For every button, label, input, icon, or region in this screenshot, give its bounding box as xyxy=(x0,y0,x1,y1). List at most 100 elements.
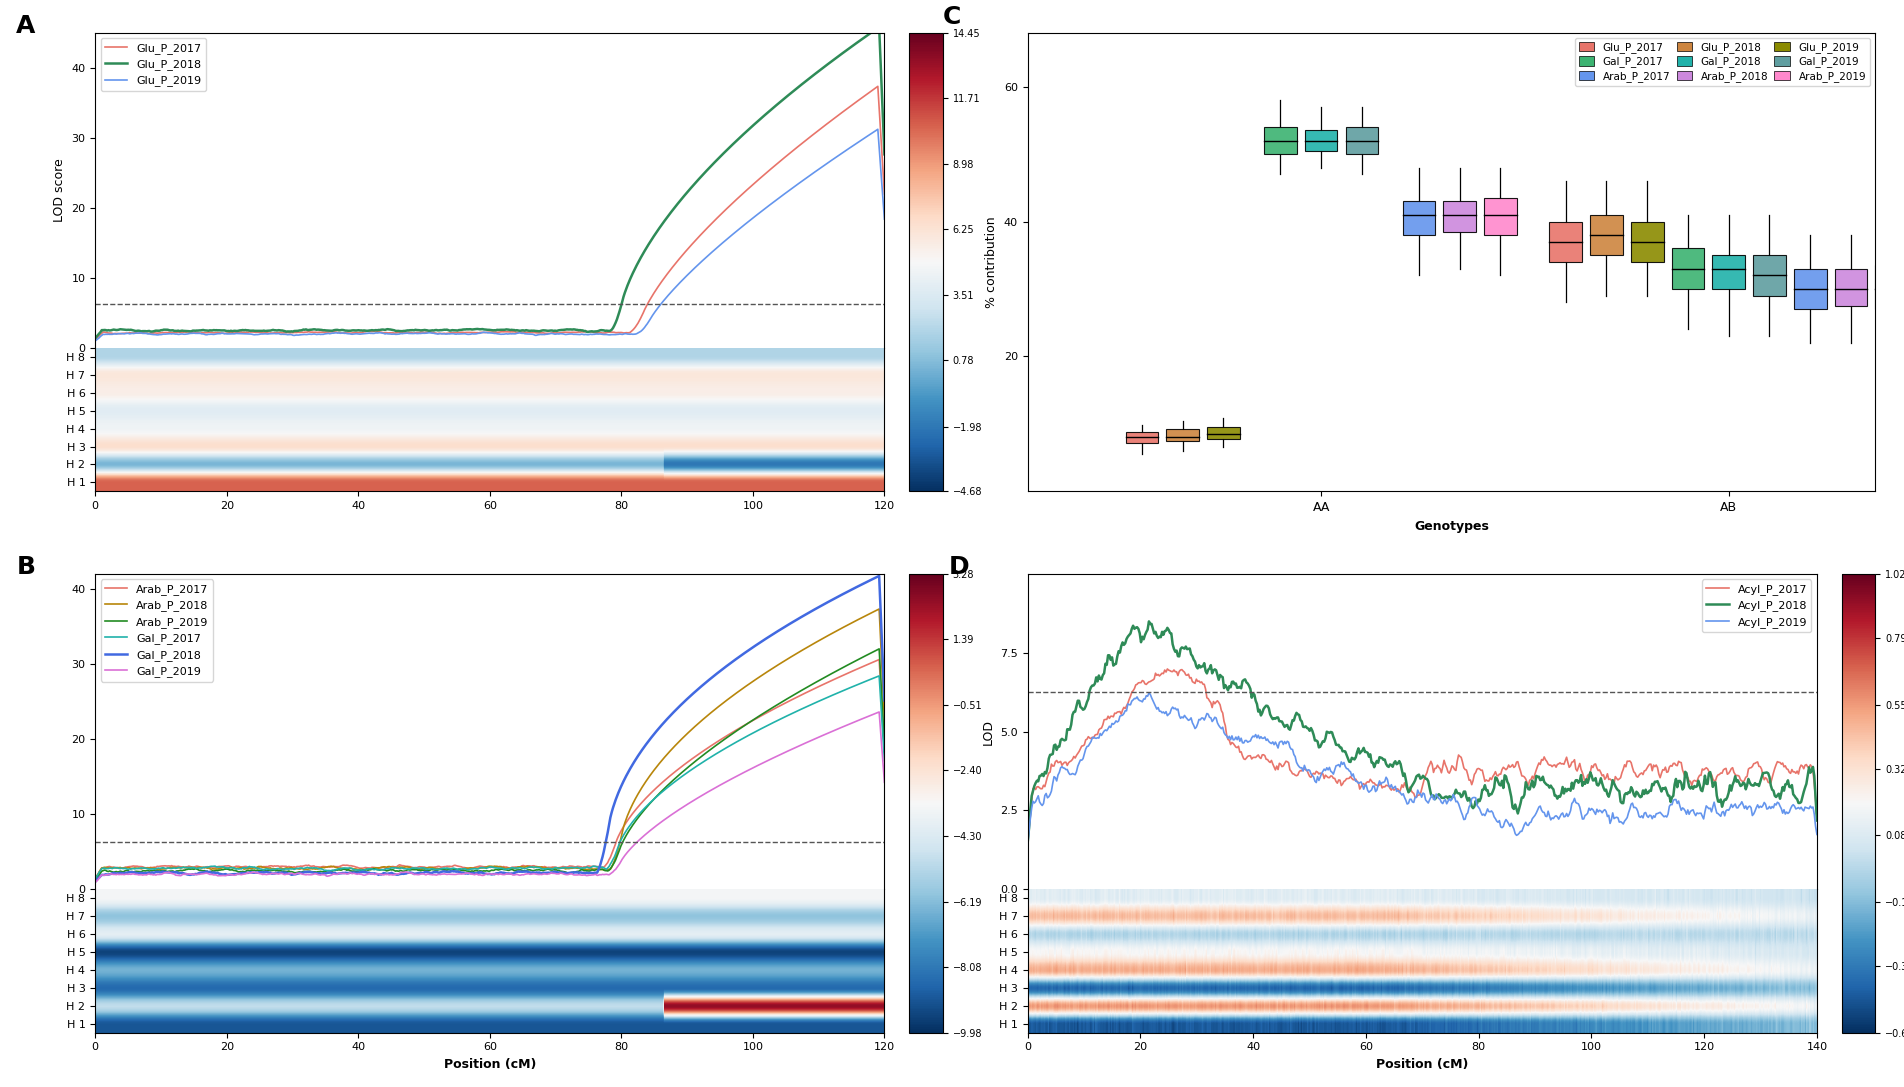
Gal_P_2019 xyxy=(442,867,465,880)
Line: Arab_P_2018: Arab_P_2018 xyxy=(95,609,885,878)
Gal_P_2018 xyxy=(223,867,246,880)
Glu_P_2019 xyxy=(442,327,465,340)
Arab_P_2019 xyxy=(288,865,310,878)
Gal_P_2018 xyxy=(868,570,891,583)
Acyl_P_2019 xyxy=(1137,687,1160,700)
Text: D: D xyxy=(948,555,969,579)
Glu_P_2017 xyxy=(288,326,310,339)
Gal_P_2019 xyxy=(548,866,571,879)
Acyl_P_2017 xyxy=(1805,811,1828,824)
Arab_P_2018 xyxy=(874,714,897,727)
Arab_P_2018 xyxy=(678,725,701,738)
Glu_P_2019 xyxy=(874,213,897,226)
Gal_P_2017 xyxy=(874,754,897,767)
Line: Glu_P_2018: Glu_P_2018 xyxy=(95,27,885,339)
Acyl_P_2019 xyxy=(1613,817,1636,830)
Acyl_P_2019 xyxy=(1220,729,1243,742)
Gal_P_2019 xyxy=(223,869,246,882)
Bar xyxy=(1264,127,1297,154)
Gal_P_2019 xyxy=(868,705,891,719)
Glu_P_2018 xyxy=(223,324,246,337)
Glu_P_2017 xyxy=(223,326,246,339)
Bar xyxy=(1346,127,1378,154)
Y-axis label: % contribution: % contribution xyxy=(984,216,998,308)
Acyl_P_2019 xyxy=(1158,708,1180,721)
Acyl_P_2019 xyxy=(1375,771,1398,784)
Arab_P_2018 xyxy=(288,862,310,875)
Bar xyxy=(1304,130,1337,151)
Arab_P_2018 xyxy=(611,826,634,839)
Arab_P_2018 xyxy=(868,602,891,615)
Gal_P_2017 xyxy=(84,872,107,885)
Glu_P_2017 xyxy=(678,240,701,253)
Glu_P_2019 xyxy=(611,328,634,341)
X-axis label: Position (cM): Position (cM) xyxy=(1377,1058,1468,1071)
Acyl_P_2017 xyxy=(1017,836,1040,849)
Bar xyxy=(1550,222,1582,262)
Gal_P_2018 xyxy=(442,864,465,877)
Line: Arab_P_2017: Arab_P_2017 xyxy=(95,660,885,878)
Acyl_P_2017 xyxy=(1375,778,1398,791)
Bar xyxy=(1754,255,1786,296)
Acyl_P_2019 xyxy=(1805,828,1828,841)
Bar xyxy=(1794,268,1826,309)
Arab_P_2019 xyxy=(611,837,634,850)
Arab_P_2019 xyxy=(548,864,571,877)
Arab_P_2017 xyxy=(548,861,571,874)
Gal_P_2019 xyxy=(288,866,310,879)
Arab_P_2019 xyxy=(223,864,246,877)
Acyl_P_2018 xyxy=(1137,615,1160,628)
Arab_P_2018 xyxy=(442,862,465,875)
Acyl_P_2019 xyxy=(1544,809,1567,822)
Glu_P_2018 xyxy=(678,184,701,197)
Gal_P_2018 xyxy=(678,690,701,703)
Glu_P_2017 xyxy=(874,187,897,200)
Arab_P_2017 xyxy=(678,754,701,767)
Text: B: B xyxy=(17,555,36,579)
Line: Gal_P_2017: Gal_P_2017 xyxy=(95,676,885,878)
Glu_P_2017 xyxy=(442,326,465,339)
X-axis label: Position (cM): Position (cM) xyxy=(444,1058,537,1071)
Glu_P_2018 xyxy=(548,324,571,337)
Acyl_P_2017 xyxy=(1544,761,1567,774)
Acyl_P_2018 xyxy=(1483,782,1506,795)
Glu_P_2018 xyxy=(868,21,891,34)
Glu_P_2019 xyxy=(548,327,571,340)
Bar xyxy=(1167,429,1200,440)
Acyl_P_2017 xyxy=(1158,663,1180,676)
Line: Glu_P_2017: Glu_P_2017 xyxy=(95,86,885,340)
Glu_P_2019 xyxy=(288,328,310,341)
Glu_P_2019 xyxy=(678,266,701,279)
Line: Acyl_P_2018: Acyl_P_2018 xyxy=(1028,622,1816,842)
Glu_P_2018 xyxy=(288,324,310,337)
Glu_P_2018 xyxy=(874,148,897,161)
Line: Arab_P_2019: Arab_P_2019 xyxy=(95,649,885,880)
Bar xyxy=(1712,255,1746,289)
Glu_P_2018 xyxy=(611,296,634,309)
Text: A: A xyxy=(17,14,36,38)
Gal_P_2017 xyxy=(288,862,310,875)
Acyl_P_2018 xyxy=(1220,675,1243,688)
Arab_P_2018 xyxy=(548,861,571,874)
Legend: Acyl_P_2017, Acyl_P_2018, Acyl_P_2019: Acyl_P_2017, Acyl_P_2018, Acyl_P_2019 xyxy=(1702,579,1811,633)
Bar xyxy=(1590,215,1622,255)
Glu_P_2017 xyxy=(84,334,107,347)
Bar xyxy=(1207,427,1240,439)
Y-axis label: LOD score: LOD score xyxy=(53,159,67,222)
Acyl_P_2018 xyxy=(1158,623,1180,636)
Acyl_P_2017 xyxy=(1220,736,1243,749)
Gal_P_2017 xyxy=(548,862,571,875)
Line: Acyl_P_2019: Acyl_P_2019 xyxy=(1028,694,1816,845)
Line: Gal_P_2018: Gal_P_2018 xyxy=(95,576,885,882)
Bar xyxy=(1835,268,1868,305)
Acyl_P_2019 xyxy=(1483,810,1506,823)
Glu_P_2019 xyxy=(866,123,889,136)
Arab_P_2017 xyxy=(868,653,891,666)
Line: Gal_P_2019: Gal_P_2019 xyxy=(95,712,885,883)
Acyl_P_2018 xyxy=(1544,789,1567,802)
Gal_P_2017 xyxy=(223,862,246,875)
Gal_P_2018 xyxy=(874,694,897,707)
Glu_P_2017 xyxy=(866,79,889,92)
Line: Glu_P_2019: Glu_P_2019 xyxy=(95,129,885,341)
X-axis label: Genotypes: Genotypes xyxy=(1415,520,1489,533)
